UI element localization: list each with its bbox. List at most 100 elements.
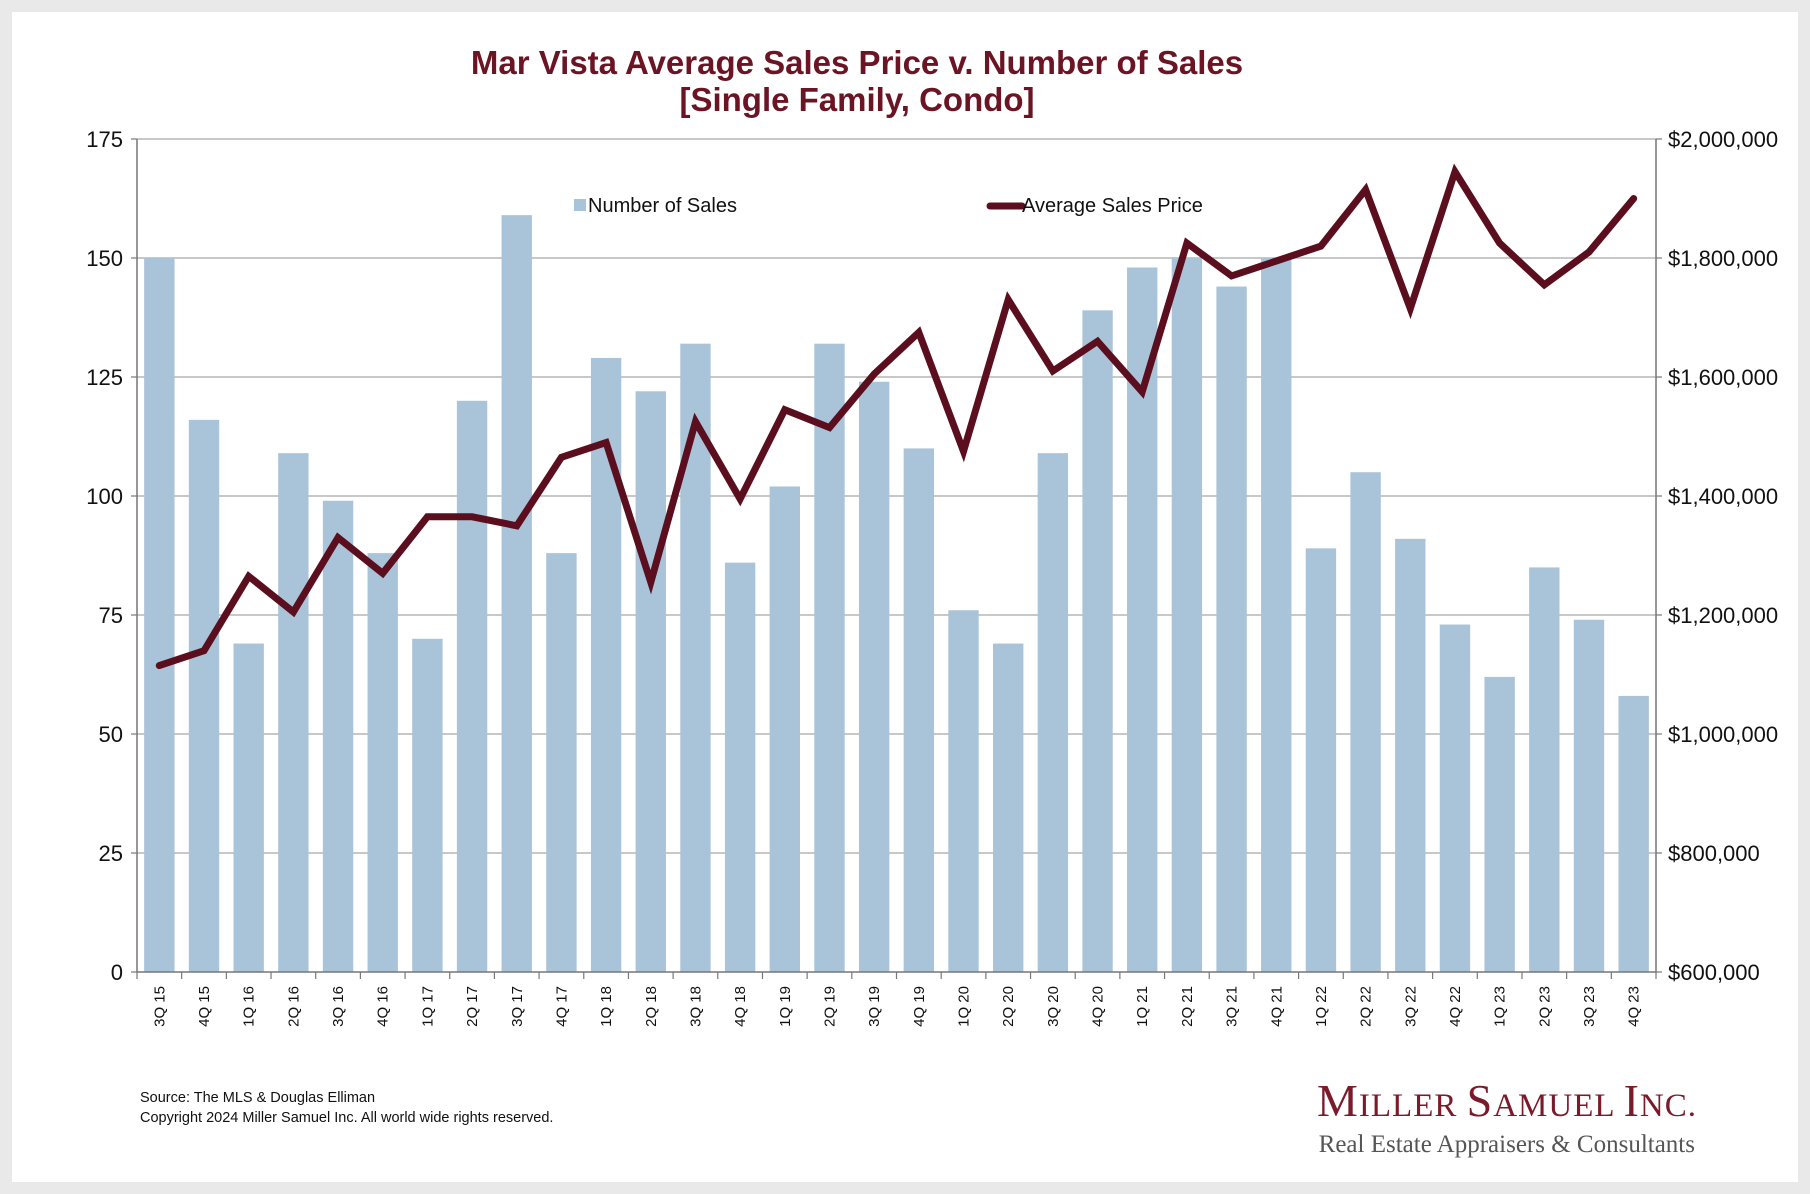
category-tick-label: 2Q 19 — [821, 986, 838, 1027]
category-tick-label: 3Q 22 — [1402, 986, 1419, 1027]
company-logo: MILLER SAMUEL INC. Real Estate Appraiser… — [1317, 1075, 1697, 1158]
left-axis-ticks: 0 25 50 75 100 125 150 175 — [86, 127, 123, 985]
price-point-2q-22 — [1365, 189, 1367, 191]
price-point-3q-17 — [516, 525, 518, 527]
bar-4q-15 — [188, 419, 220, 973]
category-tick-label: 3Q 20 — [1045, 986, 1062, 1027]
bar-3q-17 — [501, 215, 532, 972]
price-point-1q-19 — [784, 409, 786, 411]
category-tick-label: 4Q 18 — [732, 986, 749, 1027]
price-point-4q-15 — [203, 650, 205, 652]
price-point-1q-16 — [248, 575, 250, 577]
price-point-3q-20 — [1052, 370, 1054, 372]
legend: Number of Sales Average Sales Price — [574, 195, 1203, 217]
category-tick-label: 1Q 18 — [598, 986, 615, 1027]
price-point-2q-20 — [1007, 299, 1009, 301]
price-point-1q-18 — [605, 441, 607, 443]
category-tick-label: 4Q 17 — [553, 986, 570, 1027]
price-point-3q-16 — [337, 537, 339, 539]
bar-1q-22 — [1305, 548, 1337, 972]
category-tick-label: 2Q 16 — [285, 986, 302, 1027]
category-axis-ticks: 3Q 15 4Q 15 1Q 16 2Q 16 3Q 16 4Q 16 1Q 17 2Q 17… — [151, 986, 1642, 1027]
price-point-3q-21 — [1231, 275, 1233, 277]
category-tick-label: 3Q 15 — [151, 986, 168, 1027]
category-tick-label: 1Q 23 — [1492, 986, 1509, 1027]
left-tick-label: 175 — [86, 127, 123, 152]
chart-title-line-1: Mar Vista Average Sales Price v. Number … — [471, 44, 1243, 81]
bar-3q-21 — [1216, 286, 1247, 972]
bar-4q-22 — [1439, 624, 1471, 972]
price-point-2q-17 — [471, 516, 473, 518]
price-point-2q-18 — [650, 581, 652, 583]
logo-tagline: Real Estate Appraisers & Consultants — [1319, 1131, 1695, 1158]
right-tick-label: $1,000,000 — [1668, 722, 1778, 747]
right-tick-label: $2,000,000 — [1668, 127, 1778, 152]
bar-3q-19 — [858, 381, 890, 972]
bar-3q-22 — [1395, 538, 1426, 972]
price-point-3q-23 — [1588, 251, 1590, 253]
category-tick-label: 1Q 21 — [1134, 986, 1151, 1027]
right-tick-label: $1,400,000 — [1668, 484, 1778, 509]
left-tick-label: 75 — [99, 603, 123, 628]
bar-1q-19 — [769, 486, 800, 972]
right-tick-label: $1,600,000 — [1668, 365, 1778, 390]
bar-1q-20 — [948, 610, 979, 972]
price-point-3q-19 — [873, 373, 875, 375]
chart-title-line-2: [Single Family, Condo] — [679, 81, 1034, 118]
category-tick-label: 2Q 22 — [1358, 986, 1375, 1027]
category-tick-label: 3Q 23 — [1581, 986, 1598, 1027]
category-tick-label: 2Q 17 — [464, 986, 481, 1027]
copyright-note: Copyright 2024 Miller Samuel Inc. All wo… — [140, 1110, 553, 1126]
logo-name: MILLER SAMUEL INC. — [1317, 1075, 1697, 1126]
bar-1q-16 — [233, 643, 264, 972]
bar-3q-16 — [322, 500, 354, 972]
category-tick-label: 1Q 16 — [241, 986, 258, 1027]
line-series — [155, 163, 1638, 670]
category-tick-label: 4Q 19 — [911, 986, 928, 1027]
price-point-4q-17 — [560, 456, 562, 458]
price-point-3q-18 — [694, 421, 696, 423]
category-tick-label: 4Q 15 — [196, 986, 213, 1027]
right-axis-ticks: $600,000 $800,000 $1,000,000 $1,200,000 $1,4… — [1668, 127, 1778, 985]
price-point-1q-23 — [1499, 242, 1501, 244]
left-tick-label: 150 — [86, 246, 123, 271]
bar-2q-21 — [1171, 258, 1203, 972]
right-tick-label: $1,800,000 — [1668, 246, 1778, 271]
category-tick-label: 2Q 21 — [1179, 986, 1196, 1027]
price-point-4q-23 — [1633, 198, 1635, 199]
bar-4q-23 — [1618, 695, 1649, 972]
axes — [131, 138, 1662, 979]
category-tick-label: 3Q 16 — [330, 986, 347, 1027]
chart-frame: Mar Vista Average Sales Price v. Number … — [12, 12, 1798, 1182]
price-point-3q-15 — [158, 665, 160, 667]
bar-4q-17 — [546, 553, 577, 972]
legend-label-number-of-sales: Number of Sales — [588, 195, 737, 217]
bar-2q-17 — [456, 400, 488, 972]
price-point-1q-17 — [426, 516, 428, 518]
category-tick-label: 3Q 18 — [687, 986, 704, 1027]
left-tick-label: 50 — [99, 722, 123, 747]
category-tick-label: 1Q 17 — [419, 986, 436, 1027]
bar-3q-15 — [144, 258, 175, 972]
bar-4q-19 — [903, 448, 935, 972]
category-tick-label: 4Q 21 — [1268, 986, 1285, 1027]
price-point-4q-18 — [739, 498, 741, 500]
category-tick-label: 1Q 20 — [956, 986, 973, 1027]
price-point-4q-21 — [1275, 260, 1277, 262]
bar-2q-18 — [635, 391, 666, 972]
price-point-2q-19 — [828, 427, 830, 429]
price-point-4q-20 — [1097, 340, 1099, 342]
price-point-2q-23 — [1543, 284, 1545, 286]
price-point-1q-22 — [1320, 245, 1322, 247]
right-tick-label: $1,200,000 — [1668, 603, 1778, 628]
bar-4q-20 — [1082, 310, 1113, 972]
right-tick-label: $800,000 — [1668, 841, 1760, 866]
category-tick-label: 4Q 20 — [1090, 986, 1107, 1027]
price-point-4q-16 — [382, 572, 384, 574]
category-tick-label: 2Q 20 — [1000, 986, 1017, 1027]
bar-2q-20 — [993, 643, 1024, 972]
category-tick-label: 4Q 22 — [1447, 986, 1464, 1027]
bar-series — [144, 215, 1649, 973]
source-note: Source: The MLS & Douglas Elliman — [140, 1090, 375, 1106]
bar-4q-16 — [367, 553, 398, 972]
